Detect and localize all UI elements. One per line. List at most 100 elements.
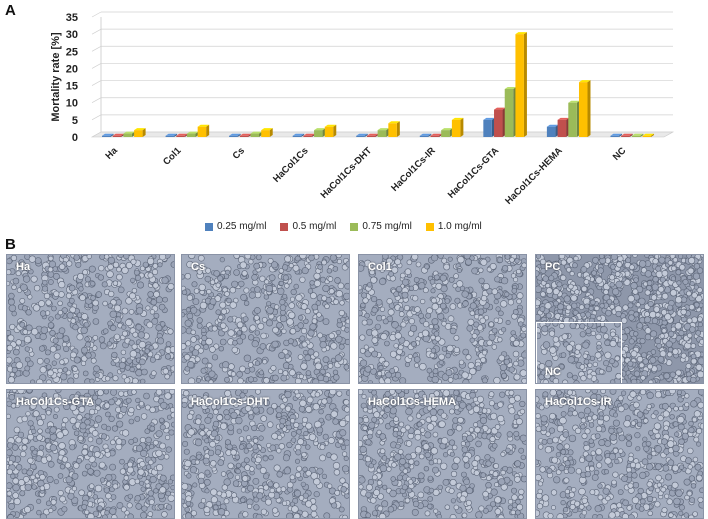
bar-side	[640, 133, 644, 137]
gridline-diag	[91, 114, 102, 121]
bar	[388, 123, 397, 137]
legend-label: 0.25 mg/ml	[217, 221, 267, 232]
bar-top	[303, 133, 315, 136]
inset-label: NC	[545, 366, 561, 378]
bar-side	[174, 133, 178, 137]
bar	[314, 130, 323, 137]
legend-item: 0.25 mg/ml	[205, 221, 266, 232]
bar-top	[515, 32, 527, 35]
bar	[377, 130, 387, 137]
bar	[324, 126, 334, 137]
bar-top	[504, 87, 517, 89]
bar	[186, 133, 196, 137]
x-tick-label: HaCol1Cs-GTA	[446, 145, 502, 201]
bar-top	[483, 117, 495, 120]
micrograph-hacol1cs-ir: HaCol1Cs-IR	[535, 389, 704, 519]
cell-texture	[7, 390, 174, 518]
bar-top	[388, 121, 400, 124]
gridline-diag	[91, 97, 102, 104]
bar-top	[366, 133, 379, 136]
bar	[165, 135, 175, 137]
micrograph-label: HaCol1Cs-DHT	[191, 396, 270, 408]
micrograph-col1: Col1	[358, 254, 527, 384]
bar	[419, 135, 429, 137]
bar	[494, 109, 503, 137]
bar-top	[292, 133, 305, 136]
bar-top	[112, 133, 125, 136]
cell-texture	[182, 390, 349, 518]
bar	[102, 135, 111, 137]
micrograph-label: Ha	[16, 261, 31, 273]
bar-side	[206, 124, 210, 137]
legend-item: 0.5 mg/ml	[280, 221, 336, 232]
bar-side	[301, 133, 305, 137]
x-tick-label: Ha	[104, 145, 121, 162]
micrograph-label: Cs	[191, 261, 206, 273]
bar-top	[578, 80, 591, 83]
x-tick-label: NC	[611, 145, 629, 163]
legend-swatch	[280, 222, 289, 231]
bar	[176, 135, 185, 137]
x-tick-label: Cs	[231, 145, 247, 161]
micrograph-hacol1cs-dht: HaCol1Cs-DHT	[181, 389, 350, 519]
y-axis-label: Mortality rate [%]	[50, 32, 62, 122]
cell-texture	[537, 323, 621, 383]
bar-top	[186, 131, 199, 134]
bar-top	[239, 133, 252, 136]
micrograph-label: HaCol1Cs-GTA	[16, 396, 95, 408]
bar	[504, 89, 514, 137]
bar	[631, 135, 641, 137]
bar	[250, 133, 260, 137]
bar-top	[441, 128, 453, 131]
y-tick-label: 10	[66, 98, 78, 110]
bar-top	[165, 133, 178, 136]
legend-label: 1.0 mg/ml	[437, 221, 482, 232]
micrograph-hacol1cs-gta: HaCol1Cs-GTA	[6, 389, 175, 519]
x-tick-label: HaCol1Cs-DHT	[319, 145, 375, 201]
panel-b-letter: B	[5, 236, 16, 253]
bar	[303, 135, 312, 137]
x-tick-label: HaCol1Cs-IR	[389, 145, 438, 194]
bar-top	[261, 128, 273, 131]
bar-side	[460, 117, 464, 137]
panel-a-letter: A	[5, 2, 16, 19]
bar-side	[142, 128, 146, 137]
x-tick-label: Col1	[161, 145, 184, 168]
bar-top	[250, 131, 263, 134]
bar-top	[197, 124, 210, 127]
micrograph-pc: PC NC	[535, 254, 704, 384]
bar-top	[356, 133, 368, 136]
cell-texture	[182, 255, 349, 383]
micrograph-label: HaCol1Cs-IR	[545, 396, 612, 408]
bar	[123, 133, 132, 137]
bar	[292, 135, 302, 137]
micrograph-label: PC	[545, 261, 561, 273]
bar-side	[364, 133, 368, 137]
cell-texture	[536, 390, 703, 518]
bar-side	[333, 124, 337, 137]
x-tick-label: HaCol1Cs	[271, 145, 311, 185]
y-tick-label: 15	[66, 81, 78, 93]
bar-side	[523, 32, 527, 138]
gridline-diag	[91, 80, 102, 86]
micrograph-nc-inset: NC	[536, 322, 622, 383]
bar	[356, 135, 365, 137]
gridline-diag	[91, 131, 102, 138]
legend-swatch	[205, 222, 213, 231]
bar	[610, 135, 619, 137]
micrograph-ha: Ha	[6, 254, 175, 384]
bar-top	[176, 133, 188, 136]
bar	[483, 119, 492, 137]
micrograph-cs: Cs	[181, 254, 350, 384]
legend-swatch	[425, 222, 434, 231]
bar-side	[237, 133, 241, 137]
y-tick-label: 35	[66, 12, 78, 24]
bar-top	[377, 128, 390, 131]
bar	[366, 135, 376, 137]
y-tick-label: 20	[66, 63, 78, 75]
bar-top	[546, 124, 559, 127]
gridline-diag	[91, 45, 102, 52]
legend-label: 0.5 mg/ml	[292, 221, 337, 232]
cell-texture	[359, 255, 526, 383]
